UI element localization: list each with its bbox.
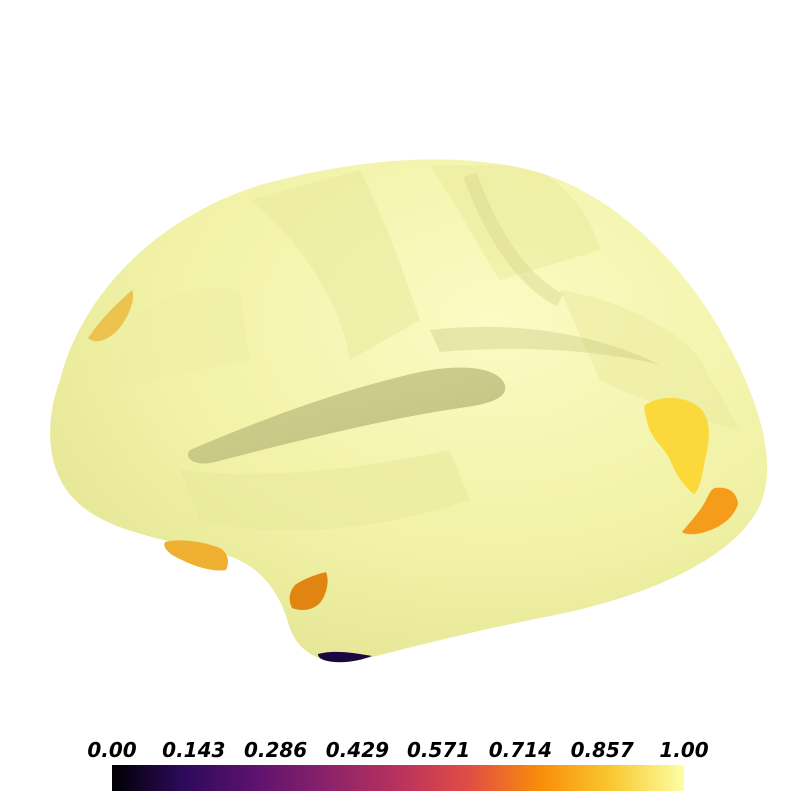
- colorbar-tick-label: 0.00: [87, 738, 136, 762]
- colorbar-tick-label: 1.00: [659, 738, 708, 762]
- colorbar-tick-label: 0.429: [326, 738, 389, 762]
- region-temporal-anterior: [289, 572, 328, 611]
- colorbar-tick-label: 0.714: [489, 738, 552, 762]
- lateral-sulcus: [187, 367, 506, 464]
- cortical-surface: [50, 159, 768, 663]
- region-parietal-right: [644, 397, 709, 494]
- parcel-shading: [110, 287, 250, 390]
- colorbar-gradient: [112, 765, 684, 791]
- parcel-shading: [430, 165, 600, 280]
- colorbar-tick-label: 0.286: [244, 738, 307, 762]
- colorbar-tick-label: 0.571: [407, 738, 470, 762]
- central-sulcus: [463, 172, 564, 307]
- colorbar-tick-label: 0.143: [162, 738, 225, 762]
- parcel-shading: [180, 450, 470, 531]
- region-occipital-right: [682, 487, 738, 535]
- colorbar-tick-labels: 0.00 0.143 0.286 0.429 0.571 0.714 0.857 1.00: [87, 738, 708, 762]
- region-temporal-pole: [164, 540, 228, 571]
- parcel-shading: [250, 170, 420, 360]
- colorbar: 0.00 0.143 0.286 0.429 0.571 0.714 0.857 1.00: [87, 738, 709, 791]
- colorbar-tick-label: 0.857: [571, 738, 634, 762]
- region-frontal-left: [88, 290, 134, 342]
- parcel-shading: [560, 290, 740, 430]
- sulcus-shadow: [430, 326, 660, 365]
- region-temporal-inferior: [318, 651, 372, 663]
